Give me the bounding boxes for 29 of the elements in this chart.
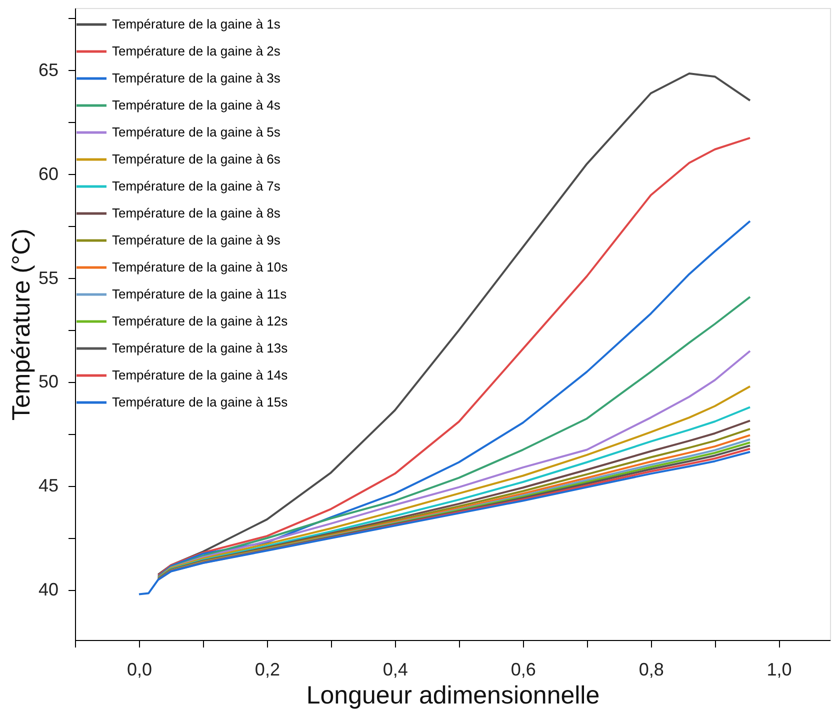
x-tick-label: 0,0 (126, 660, 152, 680)
legend-label: Température de la gaine à 6s (112, 152, 281, 166)
x-tick-label: 1,0 (766, 660, 792, 680)
y-axis-title: Température (°C) (7, 228, 36, 420)
legend-label: Température de la gaine à 12s (112, 314, 288, 328)
legend-label: Température de la gaine à 7s (112, 178, 281, 194)
legend-label: Température de la gaine à 1s (112, 16, 281, 32)
legend-label: Température de la gaine à 13s (112, 340, 288, 356)
legend-label: Température de la gaine à 2s (112, 44, 281, 58)
legend-label: Température de la gaine à 9s (112, 232, 281, 248)
legend-label: Température de la gaine à 14s (112, 368, 288, 382)
x-axis-title: Longueur adimensionnelle (306, 682, 600, 710)
legend-label: Température de la gaine à 4s (112, 98, 281, 112)
y-tick-label: 65 (38, 60, 58, 80)
y-tick-label: 60 (38, 164, 58, 184)
legend-label: Température de la gaine à 10s (112, 260, 288, 274)
y-tick-label: 50 (38, 372, 58, 392)
legend-label: Température de la gaine à 5s (112, 124, 281, 140)
x-tick-label: 0,4 (382, 660, 408, 680)
y-tick-label: 45 (38, 476, 58, 496)
x-tick-label: 0,2 (254, 660, 280, 680)
legend-label: Température de la gaine à 15s (112, 394, 288, 410)
y-tick-label: 40 (38, 580, 58, 600)
legend-label: Température de la gaine à 3s (112, 70, 281, 86)
legend-label: Température de la gaine à 8s (112, 206, 281, 220)
y-tick-label: 55 (38, 268, 58, 288)
x-tick-label: 0,6 (510, 660, 536, 680)
legend-label: Température de la gaine à 11s (112, 286, 288, 302)
x-tick-label: 0,8 (638, 660, 664, 680)
